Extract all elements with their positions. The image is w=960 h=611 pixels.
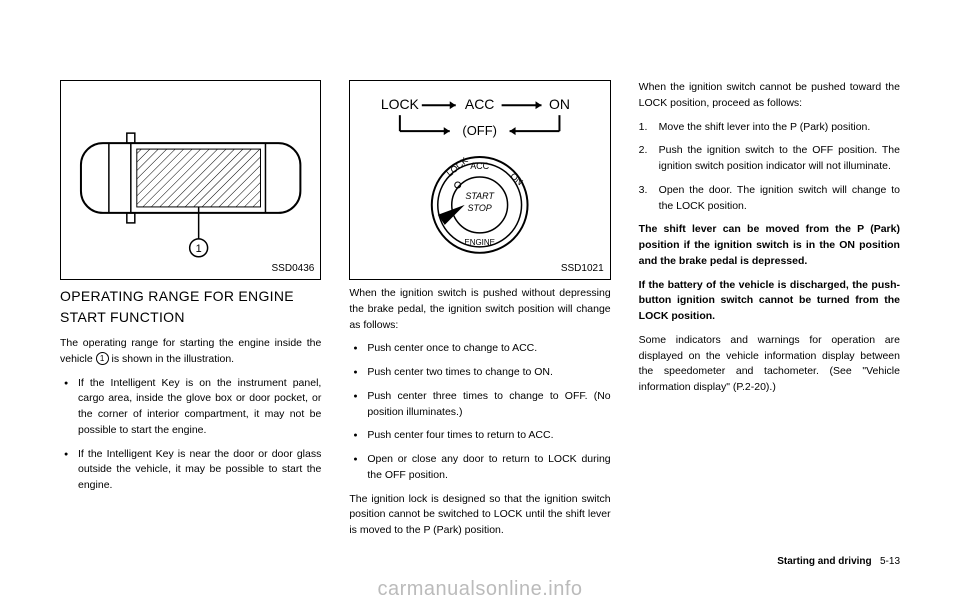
intro-paragraph: The operating range for starting the eng… [60,336,321,368]
btn-start: START [466,191,496,201]
num-item: 2.Push the ignition switch to the OFF po… [639,143,900,175]
label-lock: LOCK [381,96,420,112]
label-off: (OFF) [463,123,498,138]
footer-page: 5-13 [880,556,900,567]
figure-1: 1 SSD0436 [60,80,321,280]
num-text: Open the door. The ignition switch will … [659,184,900,212]
bullet-item: If the Intelligent Key is on the instrum… [60,376,321,439]
callout-number: 1 [196,243,202,255]
column-2: LOCK ACC ON (OFF) [349,80,610,560]
col3-p2-bold: The shift lever can be moved from the P … [639,222,900,269]
ring-lock: LOCK [445,155,470,178]
page-content: 1 SSD0436 OPERATING RANGE FOR ENGINE STA… [60,80,900,560]
col2-intro: When the ignition switch is pushed witho… [349,286,610,333]
column-3: When the ignition switch cannot be pushe… [639,80,900,560]
col3-p4: Some indicators and warnings for operati… [639,333,900,396]
bullet-item: Push center two times to change to ON. [349,365,610,381]
intro-text-b: is shown in the illustration. [109,353,234,365]
vehicle-diagram: 1 [61,81,320,279]
bullet-item: Push center three times to change to OFF… [349,389,610,421]
watermark: carmanualsonline.info [0,578,960,601]
col2-p2: The ignition lock is designed so that th… [349,492,610,539]
figure-1-code: SSD0436 [272,261,315,276]
figure-2: LOCK ACC ON (OFF) [349,80,610,280]
ignition-diagram: LOCK ACC ON (OFF) [350,81,609,279]
column-1: 1 SSD0436 OPERATING RANGE FOR ENGINE STA… [60,80,321,560]
num-text: Move the shift lever into the P (Park) p… [659,121,871,133]
bullet-item: Push center four times to return to ACC. [349,428,610,444]
col3-p3-bold: If the battery of the vehicle is dischar… [639,278,900,325]
bullet-item: If the Intelligent Key is near the door … [60,447,321,494]
bullet-item: Open or close any door to return to LOCK… [349,452,610,484]
num-text: Push the ignition switch to the OFF posi… [659,144,900,172]
footer-section: Starting and driving [777,556,871,567]
col3-p1: When the ignition switch cannot be pushe… [639,80,900,112]
ring-acc: ACC [471,161,490,171]
btn-stop: STOP [468,203,492,213]
btn-engine: ENGINE [465,238,496,247]
num-item: 3.Open the door. The ignition switch wil… [639,183,900,215]
figure-2-code: SSD1021 [561,261,604,276]
numbered-list: 1.Move the shift lever into the P (Park)… [639,120,900,215]
inline-callout-1: 1 [96,352,109,365]
bullet-item: Push center once to change to ACC. [349,341,610,357]
bullet-list-1: If the Intelligent Key is on the instrum… [60,376,321,494]
bullet-list-2: Push center once to change to ACC. Push … [349,341,610,483]
num-item: 1.Move the shift lever into the P (Park)… [639,120,900,136]
section-heading: OPERATING RANGE FOR ENGINE START FUNCTIO… [60,286,321,328]
label-on: ON [549,96,570,112]
label-acc: ACC [465,96,494,112]
page-footer: Starting and driving 5-13 [777,556,900,567]
